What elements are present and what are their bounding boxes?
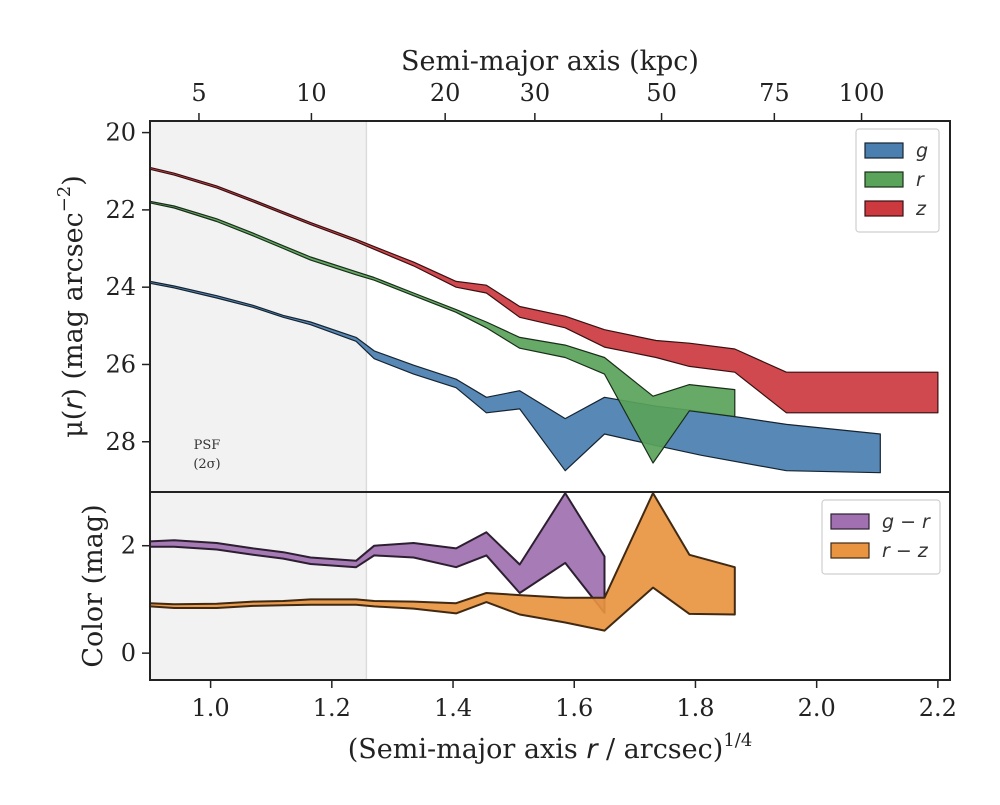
top-xtick-label: 5	[191, 79, 206, 107]
xtick-label: 2.2	[919, 694, 957, 722]
legend-top-label: r	[916, 169, 925, 191]
legend-bottom-label: r − z	[882, 540, 929, 562]
top-xaxis-title: Semi-major axis (kpc)	[401, 46, 699, 77]
psf-label: PSF	[194, 438, 221, 453]
top-xtick-label: 75	[759, 79, 790, 107]
band-z	[150, 166, 939, 414]
legend-bottom-swatch	[830, 542, 870, 559]
xtick-label: 2.0	[798, 694, 836, 722]
legend-top-label: z	[915, 198, 927, 220]
psf-region-bottom	[150, 492, 367, 680]
top-xtick-label: 10	[296, 79, 327, 107]
ytick-label-top: 22	[105, 196, 136, 224]
yaxis-title-top: μ(r) (mag arcsec−2)	[54, 175, 89, 438]
legend-top-label: g	[916, 140, 928, 162]
top-xtick-label: 30	[520, 79, 551, 107]
xtick-label: 1.8	[676, 694, 714, 722]
yaxis-title-bottom: Color (mag)	[78, 504, 109, 667]
ytick-label-bottom: 0	[121, 639, 136, 667]
band-r	[150, 200, 736, 464]
bottom-panel-frame	[149, 491, 951, 681]
xtick-label: 1.4	[434, 694, 472, 722]
legend-top-swatch	[864, 171, 904, 188]
ytick-label-top: 24	[105, 273, 136, 301]
legend-bottom-label: g − r	[882, 511, 931, 533]
xtick-label: 1.0	[192, 694, 230, 722]
xtick-label: 1.2	[313, 694, 351, 722]
top-xtick-label: 50	[646, 79, 677, 107]
ytick-label-top: 28	[105, 428, 136, 456]
band-rz	[150, 492, 736, 632]
ytick-label-top: 26	[105, 350, 136, 378]
xtick-label: 1.6	[555, 694, 593, 722]
psf-sigma-label: (2σ)	[193, 457, 220, 472]
xaxis-title: (Semi-major axis r / arcsec)1/4	[348, 730, 753, 765]
ytick-label-bottom: 2	[121, 532, 136, 560]
top-xtick-label: 100	[839, 79, 885, 107]
band-g	[150, 280, 881, 474]
legend-bottom-swatch	[830, 513, 870, 530]
ytick-label-top: 20	[105, 119, 136, 147]
legend-top-swatch	[864, 200, 904, 217]
legend-top-swatch	[864, 142, 904, 159]
top-xtick-label: 20	[430, 79, 461, 107]
